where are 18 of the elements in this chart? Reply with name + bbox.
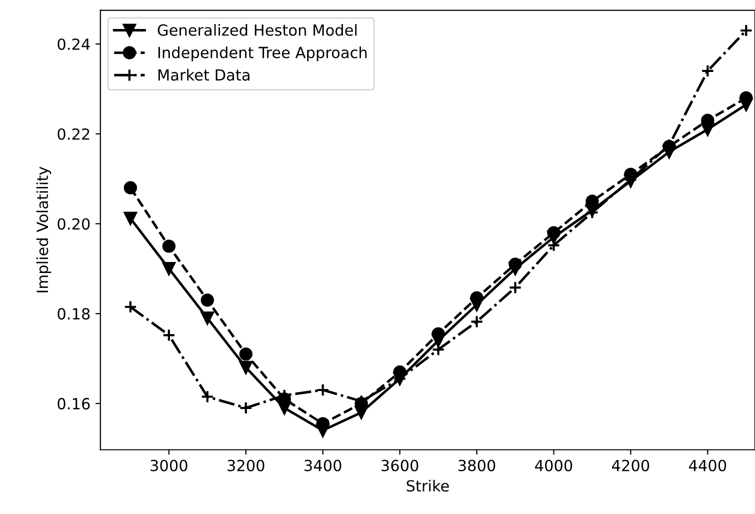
legend-label: Independent Tree Approach <box>158 46 367 62</box>
y-tick-label: 0.18 <box>58 308 90 320</box>
y-tick-label: 0.20 <box>58 218 90 230</box>
y-tick-label: 0.16 <box>58 398 90 410</box>
x-tick-label: 3400 <box>304 460 342 472</box>
x-tick-label: 3200 <box>228 460 264 472</box>
x-tick-label: 4200 <box>612 460 650 472</box>
y-tick-label: 0.22 <box>58 128 90 140</box>
x-tick-label: 3800 <box>458 460 496 472</box>
x-axis-title: Strike <box>406 480 449 492</box>
y-axis-title: Implied Volatility <box>36 166 52 292</box>
legend-label: Market Data <box>158 68 250 81</box>
legend-label: Generalized Heston Model <box>158 24 357 36</box>
x-tick-label: 3000 <box>150 460 188 472</box>
x-tick-label: 4000 <box>535 460 572 472</box>
x-tick-label: 3600 <box>382 460 418 472</box>
x-tick-label: 4400 <box>688 460 726 472</box>
y-tick-label: 0.24 <box>58 38 90 50</box>
